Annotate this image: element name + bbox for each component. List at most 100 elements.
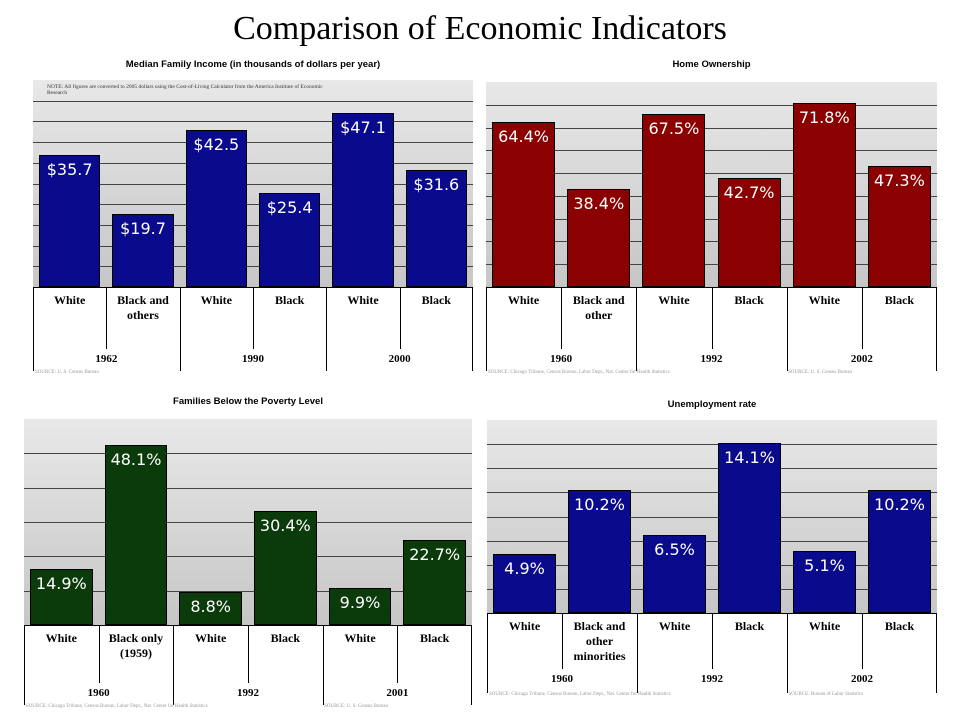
bar <box>567 188 631 287</box>
gridline <box>33 142 473 143</box>
group-separator <box>326 349 327 371</box>
category-separator <box>862 287 863 349</box>
category-separator <box>400 287 401 349</box>
source-note: SOURCE: Chicago Tribune, Census Bureau, … <box>488 370 670 375</box>
chart-title: Families Below the Poverty Level <box>173 396 323 407</box>
category-label: White <box>200 293 232 307</box>
bar-value-label: $25.4 <box>266 198 313 218</box>
category-separator <box>397 625 398 683</box>
axis-line <box>486 287 937 288</box>
category-separator <box>106 287 107 349</box>
bar-value-label: 71.8% <box>798 108 850 127</box>
category-separator <box>862 613 863 669</box>
category-label: Black <box>421 293 451 307</box>
category-label: Black <box>734 619 765 633</box>
gridline <box>33 184 473 185</box>
gridline <box>487 444 937 445</box>
source-note: SOURCE: U. S. Census Bureau <box>788 370 853 375</box>
gridline <box>24 591 472 592</box>
gridline <box>486 105 937 106</box>
category-label: Black <box>270 631 300 645</box>
category-separator <box>562 613 563 669</box>
group-separator <box>33 349 34 371</box>
plot-area: 14.9% 48.1% 8.8% 30.4% 9.9% 22.7% <box>24 419 472 625</box>
year-label: 1962 <box>95 353 118 365</box>
category-separator <box>636 287 637 349</box>
year-label: 2002 <box>851 673 873 685</box>
bar-value-label: 42.7% <box>723 182 775 202</box>
category-separator <box>326 287 327 349</box>
category-label: Black <box>734 293 764 307</box>
category-separator <box>637 613 638 669</box>
category-separator <box>787 613 788 669</box>
bar-value-label: $31.6 <box>413 175 460 195</box>
category-separator <box>487 613 488 669</box>
home-ownership-chart: Home Ownership 64.4% 38.4% 67.5% 42.7% 71.8% 4… <box>486 55 937 375</box>
category-separator <box>323 625 324 683</box>
gridline <box>487 468 937 469</box>
year-label: 1992 <box>701 673 723 685</box>
category-separator <box>561 287 562 349</box>
category-separator <box>787 287 788 349</box>
bar-value-label: 10.2% <box>574 494 625 514</box>
bar-value-label: 14.1% <box>724 447 775 467</box>
source-note: SOURCE: Chicago Tribune, Census Bureau, … <box>26 704 208 709</box>
gridline <box>33 163 473 164</box>
year-label: 1960 <box>550 353 573 365</box>
gridline <box>486 264 937 265</box>
group-separator <box>487 669 488 693</box>
bar <box>332 112 394 287</box>
bar-value-label: 6.5% <box>654 539 695 559</box>
plot-area: 4.9% 10.2% 6.5% 14.1% 5.1% 10.2% <box>487 420 937 613</box>
bar <box>104 444 168 625</box>
bar <box>179 592 243 625</box>
category-label: White <box>658 619 691 633</box>
gridline <box>487 492 937 493</box>
plot-background <box>486 82 937 287</box>
bar <box>253 511 317 625</box>
category-label: Black <box>884 293 915 307</box>
category-label: White <box>808 619 841 633</box>
bar-value-label: 4.9% <box>504 558 545 578</box>
category-label: White <box>45 631 77 645</box>
bar <box>493 553 556 613</box>
bar <box>405 170 468 287</box>
group-separator <box>486 349 487 371</box>
chart-title: Unemployment rate <box>667 399 757 410</box>
source-note: SOURCE: U. S. Census Bureau <box>324 704 389 709</box>
group-separator <box>787 669 788 693</box>
plot-area: NOTE: All figures are converted to 2005 … <box>33 80 473 287</box>
group-separator <box>472 349 473 371</box>
category-label: White <box>53 293 86 307</box>
chart-title: Median Family Income (in thousands of do… <box>125 59 381 70</box>
gridline <box>486 219 937 220</box>
category-label: White <box>658 293 690 307</box>
bar <box>867 165 931 287</box>
plot-area: 64.4% 38.4% 67.5% 42.7% 71.8% 47.3% <box>486 82 937 287</box>
category-label: Black <box>274 293 305 307</box>
plot-background <box>33 80 473 287</box>
bar-value-label: 9.9% <box>339 592 381 612</box>
year-label: 1992 <box>236 687 259 699</box>
gridline <box>486 241 937 242</box>
gridline <box>487 565 937 566</box>
category-separator <box>99 625 100 683</box>
chart-title: Home Ownership <box>672 59 751 70</box>
gridline <box>24 522 472 523</box>
bar-value-label: $19.7 <box>120 219 166 239</box>
category-label: White <box>194 631 227 645</box>
bar-value-label: 67.5% <box>648 119 700 139</box>
year-label: 2001 <box>386 687 409 699</box>
year-label: 1992 <box>700 353 723 365</box>
category-label: Black only (1959) <box>108 631 164 660</box>
group-separator <box>471 683 472 705</box>
bar <box>568 489 631 613</box>
group-separator <box>936 349 937 371</box>
bar <box>185 129 248 287</box>
bar <box>258 193 321 287</box>
group-separator <box>787 349 788 371</box>
income-chart: Median Family Income (in thousands of do… <box>33 55 473 375</box>
year-label: 1960 <box>87 687 110 699</box>
gridline <box>486 150 937 151</box>
bar-value-label: 64.4% <box>498 126 549 146</box>
